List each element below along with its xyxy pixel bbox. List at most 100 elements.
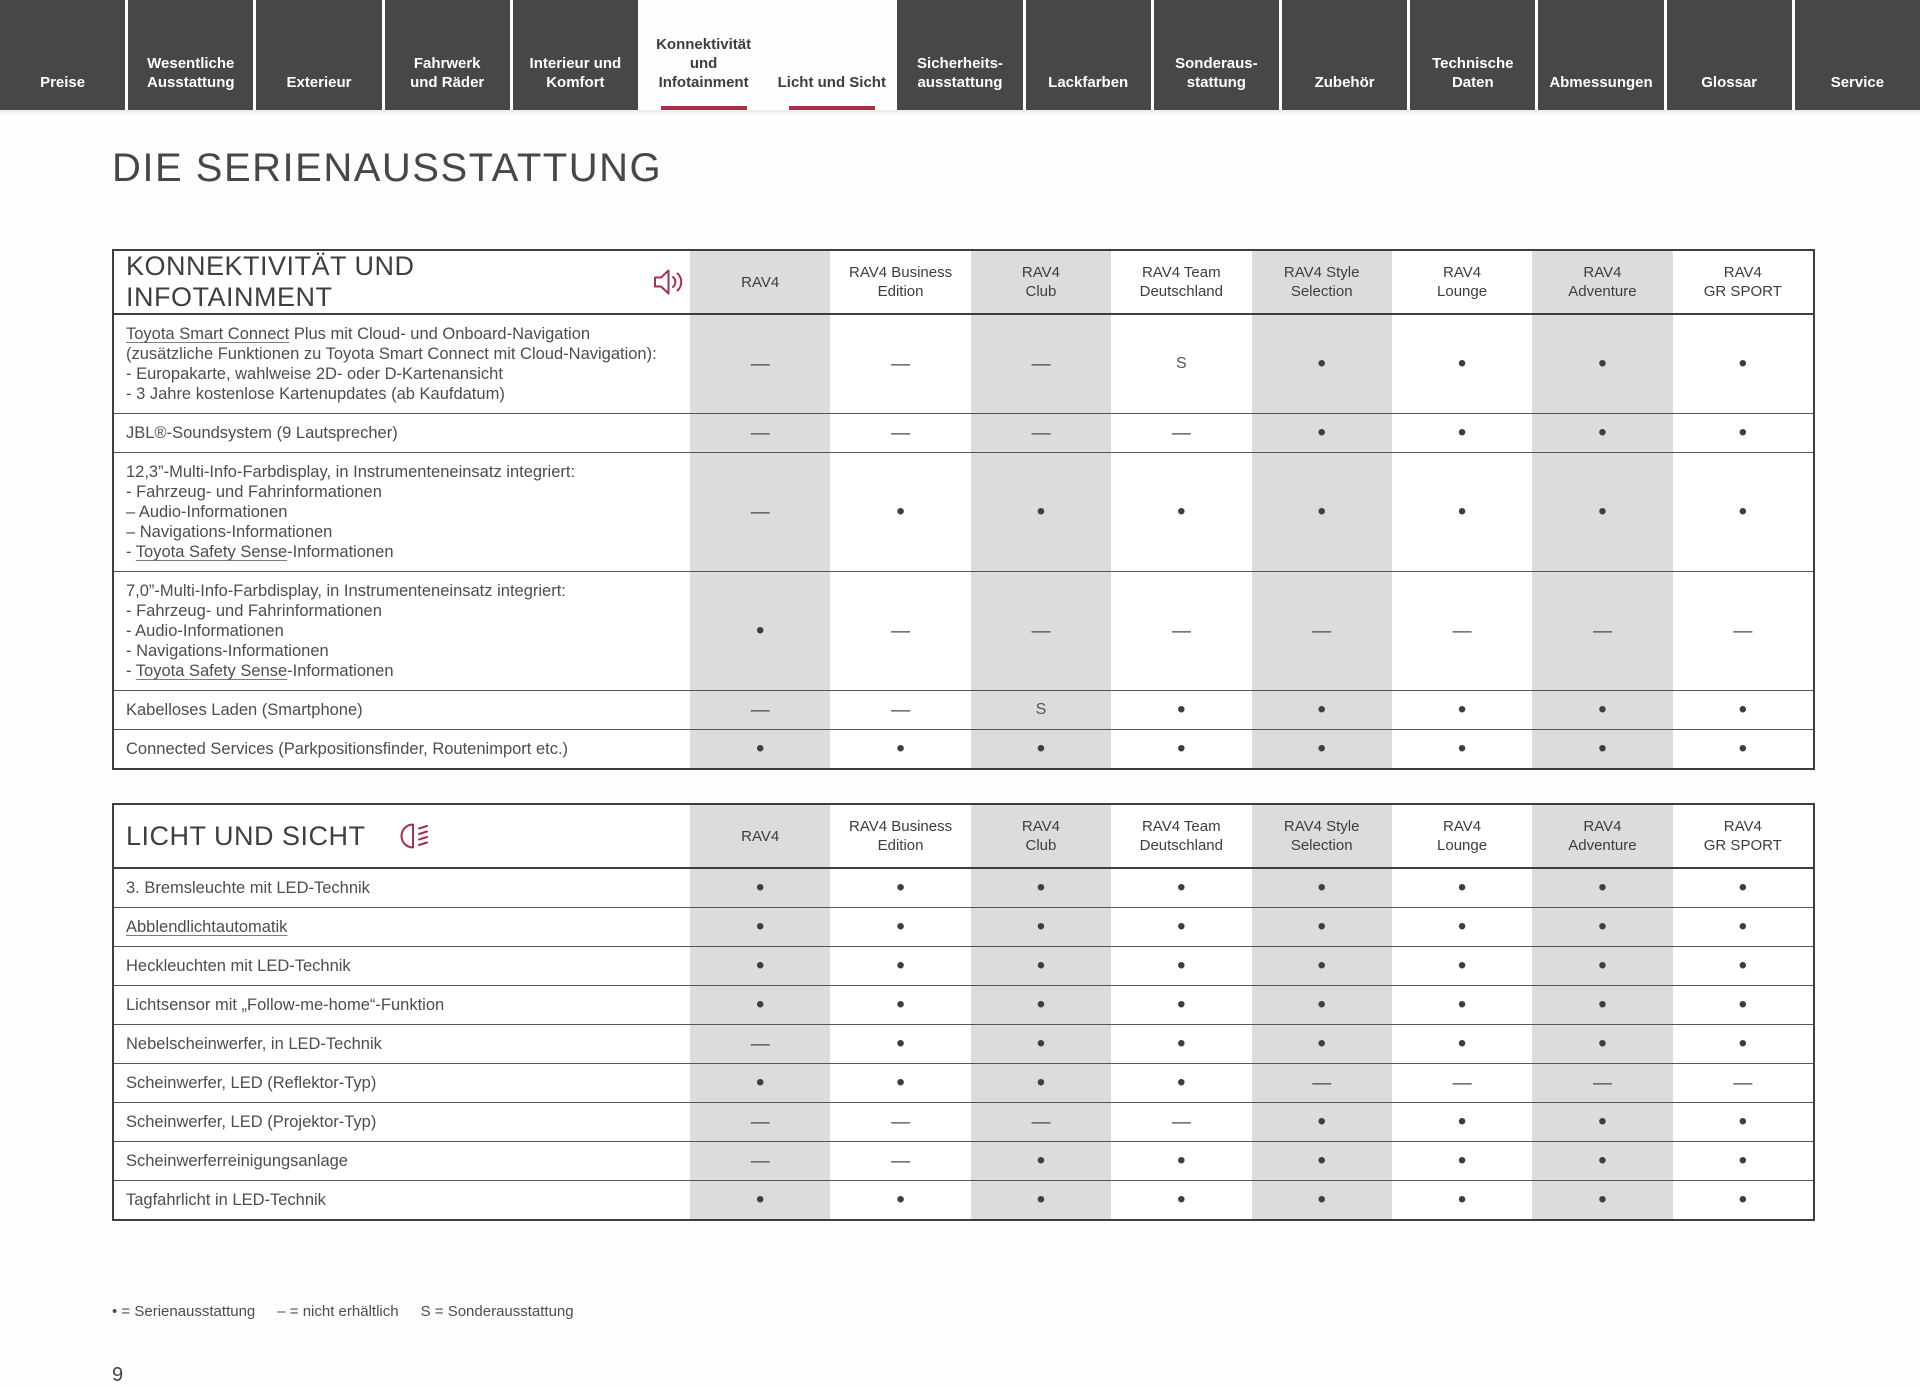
tab-label: Service bbox=[1830, 74, 1885, 91]
value-not-available: — bbox=[1171, 620, 1191, 642]
label-text: Connected Services (Parkpositionsfinder,… bbox=[126, 740, 569, 758]
value-standard: • bbox=[1036, 1147, 1046, 1174]
value-cell: • bbox=[970, 1025, 1112, 1063]
value-cell: S bbox=[1111, 315, 1251, 413]
value-standard: • bbox=[1317, 874, 1326, 901]
column-header-rav4-lounge: RAV4 Lounge bbox=[1437, 818, 1488, 854]
value-cell: • bbox=[1392, 1025, 1532, 1063]
table-row: Heckleuchten mit LED-Technik • • • • • • • • bbox=[114, 946, 1813, 985]
table-row: Lichtsensor mit „Follow-me-home“-Funktio… bbox=[114, 985, 1813, 1024]
value-not-available: — bbox=[1171, 1111, 1191, 1133]
value-cell: • bbox=[1251, 1103, 1392, 1141]
tab-zubehoer[interactable]: Zubehör bbox=[1281, 0, 1408, 110]
label-text: - bbox=[126, 543, 136, 561]
value-standard: • bbox=[1598, 874, 1607, 901]
value-cell: • bbox=[1673, 869, 1813, 907]
feature-label: Kabelloses Laden (Smartphone) bbox=[114, 691, 690, 729]
value-cell: • bbox=[1673, 1103, 1813, 1141]
feature-label-line: – Navigations-Informationen bbox=[126, 522, 680, 542]
value-standard: • bbox=[1457, 1108, 1467, 1135]
value-standard: • bbox=[1317, 1108, 1326, 1135]
value-standard: • bbox=[1317, 952, 1326, 979]
feature-label-line: - Navigations-Informationen bbox=[126, 641, 680, 661]
tab-preise[interactable]: Preise bbox=[0, 0, 126, 110]
page-content: DIE SERIENAUSSTATTUNG KONNEKTIVITÄT UND … bbox=[0, 146, 1920, 1387]
tab-wesentliche-ausstattung[interactable]: Wesentliche Ausstattung bbox=[128, 0, 254, 110]
value-standard: • bbox=[1598, 913, 1607, 940]
value-cell: — bbox=[1392, 572, 1532, 690]
value-standard: • bbox=[1738, 1186, 1748, 1213]
label-text: - Audio-Informationen bbox=[126, 622, 284, 640]
value-standard: • bbox=[1317, 498, 1326, 525]
feature-label: Scheinwerfer, LED (Projektor-Typ) bbox=[114, 1103, 690, 1141]
value-standard: • bbox=[1036, 498, 1046, 525]
tab-service[interactable]: Service bbox=[1794, 0, 1920, 110]
value-cell: • bbox=[1392, 315, 1532, 413]
glossary-link[interactable]: Abblendlichtautomatik bbox=[126, 918, 288, 936]
value-cell: • bbox=[690, 572, 831, 690]
value-cell: • bbox=[970, 1064, 1112, 1102]
value-not-available: — bbox=[1592, 620, 1612, 642]
value-cell: • bbox=[1532, 1103, 1673, 1141]
value-cell: • bbox=[1392, 947, 1532, 985]
feature-label-line: 12,3”-Multi-Info-Farbdisplay, in Instrum… bbox=[126, 462, 680, 482]
table-row: Scheinwerfer, LED (Reflektor-Typ) • • • • — — —… bbox=[114, 1063, 1813, 1102]
value-cell: • bbox=[1251, 947, 1392, 985]
value-cell: • bbox=[1532, 1181, 1673, 1219]
glossary-link[interactable]: Toyota Safety Sense bbox=[135, 543, 288, 561]
value-cell: • bbox=[970, 453, 1112, 571]
value-cell: — bbox=[970, 414, 1112, 452]
table-header-row: KONNEKTIVITÄT UND INFOTAINMENT RAV4 RAV4 B… bbox=[114, 251, 1813, 315]
value-standard: • bbox=[896, 991, 905, 1018]
value-standard: • bbox=[1457, 696, 1467, 723]
value-standard: • bbox=[1177, 991, 1186, 1018]
feature-label-line: - Europakarte, wahlweise 2D- oder D-Kart… bbox=[126, 364, 680, 384]
value-standard: • bbox=[896, 913, 905, 940]
tab-fahrwerk-und-raeder[interactable]: Fahrwerk und Räder bbox=[384, 0, 510, 110]
tab-lackfarben[interactable]: Lackfarben bbox=[1025, 0, 1151, 110]
value-cell: — bbox=[690, 1025, 831, 1063]
tab-label: Glossar bbox=[1701, 74, 1758, 91]
feature-label: Scheinwerfer, LED (Reflektor-Typ) bbox=[114, 1064, 690, 1102]
feature-label: Abblendlichtautomatik bbox=[114, 908, 690, 946]
value-standard: • bbox=[1457, 1147, 1467, 1174]
value-cell: — bbox=[830, 1103, 970, 1141]
tab-sonderaus-stattung[interactable]: Sonderaus- stattung bbox=[1153, 0, 1279, 110]
value-cell: • bbox=[970, 947, 1112, 985]
value-cell: • bbox=[1532, 453, 1673, 571]
feature-label: Tagfahrlicht in LED-Technik bbox=[114, 1181, 690, 1219]
tab-sicherheits-ausstattung[interactable]: Sicherheits- ausstattung bbox=[897, 0, 1023, 110]
feature-label-line: Abblendlichtautomatik bbox=[126, 917, 680, 937]
table-title: LICHT UND SICHT bbox=[126, 820, 366, 851]
value-cell: • bbox=[1532, 315, 1673, 413]
tab-abmessungen[interactable]: Abmessungen bbox=[1538, 0, 1664, 110]
tab-exterieur[interactable]: Exterieur bbox=[256, 0, 382, 110]
column-header-rav4-style-selection: RAV4 Style Selection bbox=[1251, 805, 1392, 867]
glossary-link[interactable]: Toyota Safety Sense bbox=[135, 662, 288, 680]
value-cell: • bbox=[830, 947, 970, 985]
glossary-link[interactable]: Toyota Smart Connect bbox=[126, 325, 290, 343]
tab-label: Wesentliche Ausstattung bbox=[147, 55, 235, 91]
feature-label-line: Heckleuchten mit LED-Technik bbox=[126, 956, 680, 976]
value-cell: • bbox=[1532, 1142, 1673, 1180]
value-cell: • bbox=[1673, 691, 1813, 729]
tab-licht-und-sicht[interactable]: Licht und Sicht bbox=[769, 0, 894, 110]
value-cell: • bbox=[1251, 1142, 1392, 1180]
tab-interieur-und-komfort[interactable]: Interieur und Komfort bbox=[512, 0, 638, 110]
feature-label: Connected Services (Parkpositionsfinder,… bbox=[114, 730, 690, 768]
label-text: - Fahrzeug- und Fahrinformationen bbox=[126, 483, 382, 501]
page-number: 9 bbox=[112, 1364, 124, 1386]
value-cell: — bbox=[690, 1142, 831, 1180]
table-row: 3. Bremsleuchte mit LED-Technik • • • • • • • • bbox=[114, 869, 1813, 907]
tab-konnektivitaet-und-infotainment[interactable]: Konnektivität und Infotainment bbox=[641, 0, 766, 110]
value-standard: • bbox=[1457, 991, 1467, 1018]
value-not-available: — bbox=[891, 1150, 911, 1172]
value-cell: • bbox=[1532, 730, 1673, 768]
label-text: Plus mit Cloud- und Onboard-Navigation bbox=[289, 325, 591, 343]
tab-glossar[interactable]: Glossar bbox=[1666, 0, 1792, 110]
value-cell: • bbox=[1673, 908, 1813, 946]
value-standard: • bbox=[1598, 1186, 1607, 1213]
label-text: – Audio-Informationen bbox=[126, 503, 288, 521]
label-text: - Navigations-Informationen bbox=[126, 642, 329, 660]
tab-technische-daten[interactable]: Technische Daten bbox=[1410, 0, 1536, 110]
